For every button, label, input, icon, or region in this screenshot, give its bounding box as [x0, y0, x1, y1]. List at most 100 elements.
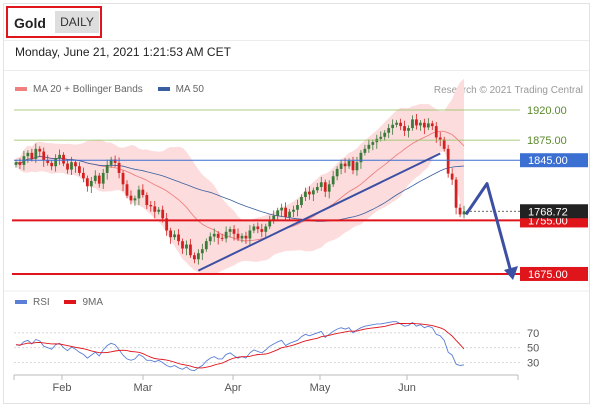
asset-label: Gold: [14, 15, 46, 31]
candle-body: [173, 234, 176, 238]
subheader-divider: [4, 70, 589, 71]
candle-body: [284, 207, 287, 218]
candle-body: [200, 249, 204, 254]
candle-body: [30, 152, 34, 159]
level-tag: [520, 266, 588, 281]
candle-body: [335, 168, 339, 177]
candle-body: [74, 162, 77, 167]
candle-body: [307, 191, 311, 195]
candle-body: [66, 163, 69, 170]
x-tick-label: Feb: [53, 382, 72, 394]
candle-body: [343, 163, 347, 167]
candle-body: [54, 158, 58, 167]
rsi-line: [15, 321, 465, 372]
candle-body: [407, 128, 410, 131]
level-label: 1755.00: [528, 215, 568, 227]
legend-ma20: MA 20 + Bollinger Bands: [15, 84, 143, 95]
candle-body: [101, 172, 105, 184]
candle-body: [224, 231, 228, 239]
candle-body: [248, 230, 252, 239]
candle-body: [256, 226, 260, 230]
candle-body: [300, 197, 303, 206]
candle-body: [153, 206, 157, 212]
last-price-label: 1768.72: [528, 206, 568, 218]
rsi-ma-legend-label: 9MA: [82, 297, 104, 308]
ma50-line: [15, 156, 465, 222]
candle-body: [204, 241, 208, 250]
candle-body: [244, 235, 248, 239]
candle-body: [415, 119, 418, 126]
level-label: 1845.00: [528, 155, 568, 167]
rsi-level-label: 70: [527, 328, 539, 340]
candle-body: [212, 233, 216, 237]
candle-body: [42, 151, 46, 161]
candle-body: [272, 215, 276, 220]
candle-body: [355, 162, 359, 171]
candle-body: [434, 126, 438, 138]
candle-body: [442, 139, 446, 149]
candle-body: [93, 175, 97, 181]
candle-body: [323, 182, 327, 192]
candle-body: [81, 172, 85, 179]
candle-body: [50, 162, 54, 167]
candle-body: [97, 175, 101, 184]
candle-body: [296, 205, 299, 210]
projection-arrow: [464, 182, 514, 277]
level-label: 1875.00: [527, 135, 567, 147]
candle-body: [125, 184, 129, 196]
projection-arrowhead: [504, 265, 519, 280]
candle-body: [137, 189, 141, 199]
candle-body: [193, 255, 196, 260]
candle-body: [379, 136, 383, 139]
candle-body: [113, 159, 117, 163]
main-legend: MA 20 + Bollinger Bands MA 50: [15, 84, 216, 95]
rsi-legend-label: RSI: [33, 297, 50, 308]
candle-body: [129, 195, 133, 201]
candle-body: [268, 219, 272, 227]
rsi-level-label: 50: [527, 343, 539, 355]
instrument-tab-group: Gold DAILY: [6, 6, 102, 38]
candle-body: [292, 209, 295, 212]
rsi-level-label: 30: [527, 358, 539, 370]
rsi-legend: RSI 9MA: [15, 297, 115, 308]
candle-body: [395, 122, 399, 125]
x-tick-label: Jun: [398, 382, 416, 394]
rsi-swatch: [15, 300, 27, 305]
candle-body: [121, 172, 125, 185]
candle-body: [46, 160, 50, 163]
candle-body: [367, 144, 371, 149]
x-tick-label: May: [310, 382, 331, 394]
credit-text: Research © 2021 Trading Central: [433, 85, 583, 96]
period-tab-daily[interactable]: DAILY: [55, 11, 99, 33]
candle-body: [419, 122, 422, 126]
legend-ma50: MA 50: [157, 84, 204, 95]
candle-body: [232, 229, 236, 234]
candle-body: [454, 179, 458, 208]
candle-body: [228, 229, 232, 232]
candle-body: [411, 119, 414, 129]
legend-rsi-ma: 9MA: [64, 297, 103, 308]
candle-body: [165, 218, 169, 231]
candle-body: [85, 178, 89, 187]
candle-body: [149, 205, 153, 207]
ma20-swatch: [15, 87, 27, 92]
candle-body: [446, 148, 450, 174]
candle-body: [109, 159, 113, 165]
candle-body: [18, 162, 22, 165]
candle-body: [458, 207, 462, 215]
candle-body: [339, 163, 343, 169]
candle-body: [185, 244, 188, 249]
candle-body: [462, 211, 466, 215]
candle-body: [38, 148, 42, 152]
candle-body: [157, 209, 161, 212]
rsi-ma-line: [15, 322, 465, 369]
widget-frame: [3, 3, 590, 404]
candle-body: [260, 229, 264, 232]
candle-body: [62, 154, 65, 164]
legend-rsi: RSI: [15, 297, 50, 308]
candle-body: [105, 164, 109, 173]
candle-body: [288, 211, 291, 218]
ma50-legend-label: MA 50: [175, 84, 204, 95]
candle-body: [14, 162, 18, 165]
